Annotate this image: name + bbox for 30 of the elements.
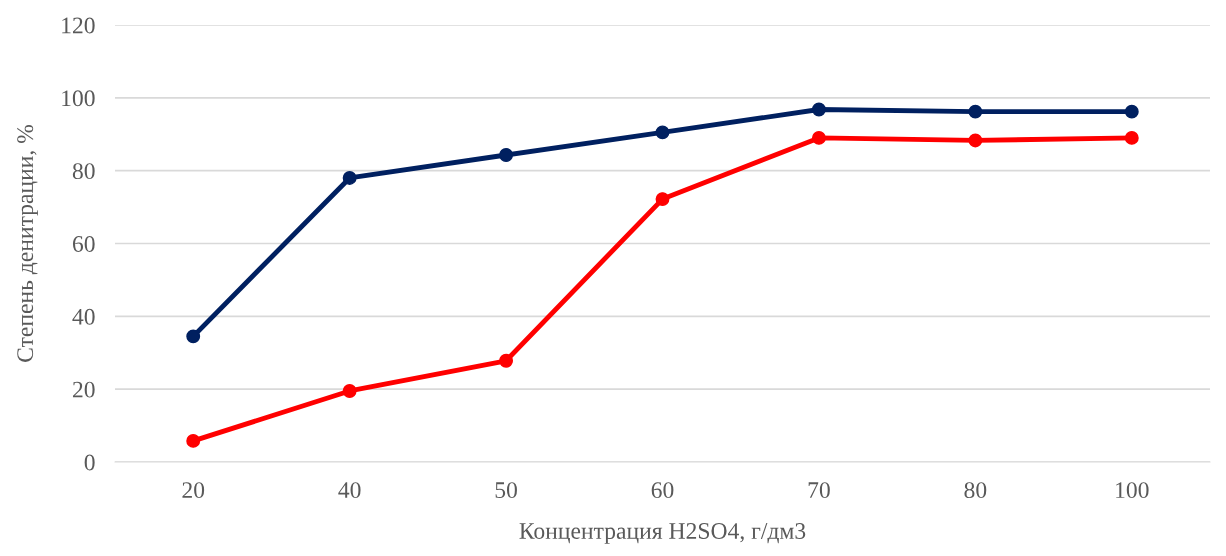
point	[342, 171, 357, 185]
x-tick-label: 70	[808, 482, 830, 499]
point	[499, 148, 514, 162]
x-tick-label: 80	[964, 482, 987, 499]
y-tick-label: 60	[72, 235, 95, 252]
x-tick-label: 50	[495, 482, 517, 499]
point	[968, 104, 983, 119]
point	[186, 329, 201, 344]
x-axis-title: Концентрация H2SO4, г/дм3	[519, 523, 806, 544]
point	[342, 384, 357, 398]
x-tick-label: 40	[338, 482, 361, 499]
x-tick-label: 20	[182, 482, 205, 499]
y-tick-label: 20	[72, 381, 95, 398]
x-tick-label: 100	[1116, 482, 1149, 499]
point	[655, 192, 670, 207]
y-axis-title: Степень денитрации, %	[17, 124, 38, 362]
y-tick-label: 120	[62, 17, 95, 34]
point	[499, 353, 514, 368]
point	[811, 102, 826, 117]
point	[968, 133, 983, 148]
point	[1124, 130, 1139, 145]
y-tick-label: 0	[84, 454, 95, 471]
point	[1124, 104, 1139, 119]
y-tick-label: 40	[72, 308, 95, 325]
point	[655, 125, 670, 140]
y-tick-label: 100	[62, 90, 95, 107]
point	[186, 433, 201, 448]
y-tick-label: 80	[72, 163, 95, 180]
x-tick-label: 60	[651, 482, 674, 499]
point	[811, 130, 826, 145]
